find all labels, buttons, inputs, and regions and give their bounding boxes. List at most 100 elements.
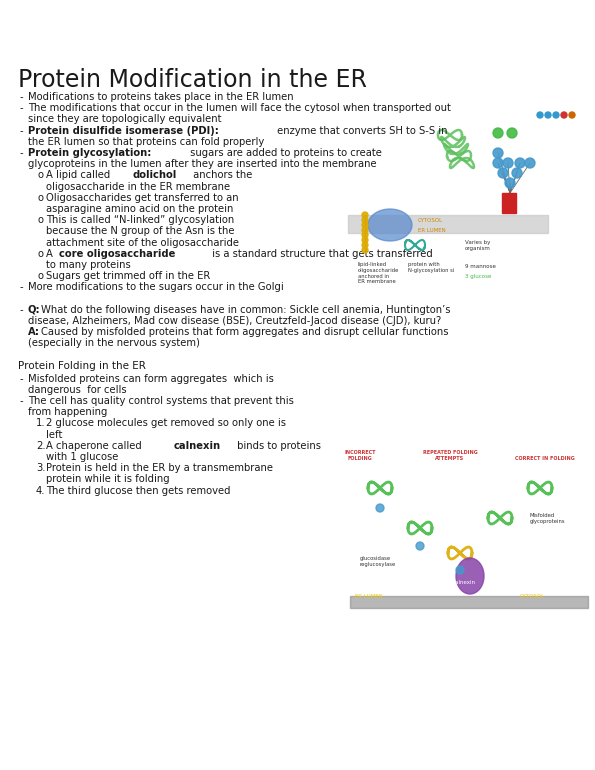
Text: to many proteins: to many proteins [46, 260, 131, 270]
Polygon shape [368, 209, 412, 241]
Text: from happening: from happening [28, 407, 107, 417]
Text: Protein Folding in the ER: Protein Folding in the ER [18, 361, 146, 371]
Circle shape [512, 168, 522, 178]
Text: left: left [46, 430, 62, 440]
Circle shape [362, 232, 368, 238]
Text: attachment site of the oligosaccharide: attachment site of the oligosaccharide [46, 238, 239, 248]
Text: with 1 glucose: with 1 glucose [46, 452, 118, 462]
Text: enzyme that converts SH to S-S in: enzyme that converts SH to S-S in [274, 126, 448, 136]
Text: A chaperone called: A chaperone called [46, 441, 145, 451]
Circle shape [515, 158, 525, 168]
Circle shape [553, 112, 559, 118]
Text: dangerous  for cells: dangerous for cells [28, 385, 127, 395]
Text: This is called “N-linked” glycosylation: This is called “N-linked” glycosylation [46, 215, 234, 225]
Circle shape [456, 566, 464, 574]
Text: Protein is held in the ER by a transmembrane: Protein is held in the ER by a transmemb… [46, 464, 273, 474]
Text: o: o [38, 170, 44, 180]
Text: the ER lumen so that proteins can fold properly: the ER lumen so that proteins can fold p… [28, 137, 264, 147]
Circle shape [493, 148, 503, 158]
Text: -: - [20, 103, 24, 113]
Text: Protein glycosylation:: Protein glycosylation: [28, 148, 151, 158]
Circle shape [503, 158, 513, 168]
Circle shape [493, 158, 503, 168]
Text: Modifications to proteins takes place in the ER lumen: Modifications to proteins takes place in… [28, 92, 293, 102]
Text: -: - [20, 396, 24, 406]
Circle shape [376, 504, 384, 512]
Text: Protein Modification in the ER: Protein Modification in the ER [18, 68, 367, 92]
Polygon shape [456, 558, 484, 594]
Circle shape [561, 112, 567, 118]
Text: The third glucose then gets removed: The third glucose then gets removed [46, 486, 230, 496]
Text: Protein disulfide isomerase (PDI):: Protein disulfide isomerase (PDI): [28, 126, 219, 136]
Text: A:: A: [28, 327, 40, 337]
Circle shape [362, 227, 368, 233]
Bar [502, 193, 516, 213]
Circle shape [498, 168, 508, 178]
Text: The modifications that occur in the lumen will face the cytosol when transported: The modifications that occur in the lume… [28, 103, 451, 113]
Text: oligosaccharide in the ER membrane: oligosaccharide in the ER membrane [46, 182, 230, 192]
Text: is a standard structure that gets transferred: is a standard structure that gets transf… [209, 249, 433, 259]
Circle shape [416, 542, 424, 550]
Text: -: - [20, 373, 24, 383]
Text: CORRECT IN FOLDING: CORRECT IN FOLDING [515, 456, 575, 461]
Circle shape [362, 237, 368, 243]
Text: because the N group of the Asn is the: because the N group of the Asn is the [46, 226, 234, 236]
Text: Caused by misfolded proteins that form aggregates and disrupt cellular functions: Caused by misfolded proteins that form a… [41, 327, 449, 337]
Text: Misfolded
glycoproteins: Misfolded glycoproteins [530, 513, 566, 524]
Text: calnexin: calnexin [174, 441, 221, 451]
Circle shape [569, 112, 575, 118]
Text: glycoproteins in the lumen after they are inserted into the membrane: glycoproteins in the lumen after they ar… [28, 159, 377, 169]
Circle shape [362, 217, 368, 223]
Text: dolichol: dolichol [133, 170, 177, 180]
Text: -: - [20, 283, 24, 293]
Circle shape [362, 247, 368, 253]
Text: 2 glucose molecules get removed so only one is: 2 glucose molecules get removed so only … [46, 418, 286, 428]
Text: Misfolded proteins can form aggregates  which is: Misfolded proteins can form aggregates w… [28, 373, 274, 383]
Text: 4.: 4. [36, 486, 45, 496]
Text: INCORRECT
FOLDING: INCORRECT FOLDING [345, 450, 376, 461]
Text: sugars are added to proteins to create: sugars are added to proteins to create [187, 148, 382, 158]
Text: CYTOSOL: CYTOSOL [418, 218, 443, 223]
Text: Sugars get trimmed off in the ER: Sugars get trimmed off in the ER [46, 271, 210, 281]
Circle shape [525, 158, 535, 168]
Text: since they are topologically equivalent: since they are topologically equivalent [28, 115, 221, 125]
Circle shape [362, 242, 368, 248]
Text: 3 glucose: 3 glucose [465, 274, 491, 279]
Text: 1.: 1. [36, 418, 46, 428]
Text: 9 mannose: 9 mannose [465, 264, 496, 269]
Circle shape [545, 112, 551, 118]
Text: 3.: 3. [36, 464, 45, 474]
Text: protein while it is folding: protein while it is folding [46, 474, 170, 484]
Text: anchors the: anchors the [190, 170, 252, 180]
Text: Q:: Q: [28, 305, 40, 315]
Text: lipid-linked
oligosaccharide
anchored in
ER membrane: lipid-linked oligosaccharide anchored in… [358, 262, 399, 284]
Text: core oligosaccharide: core oligosaccharide [59, 249, 176, 259]
Text: o: o [38, 192, 44, 203]
Circle shape [537, 112, 543, 118]
Circle shape [362, 222, 368, 228]
Bar [350, 596, 588, 608]
Bar [348, 215, 548, 233]
Text: o: o [38, 215, 44, 225]
Text: binds to proteins: binds to proteins [234, 441, 321, 451]
Text: -: - [20, 126, 24, 136]
Circle shape [505, 178, 515, 188]
Text: o: o [38, 249, 44, 259]
Text: More modifications to the sugars occur in the Golgi: More modifications to the sugars occur i… [28, 283, 284, 293]
Text: Oligosaccharides get transferred to an: Oligosaccharides get transferred to an [46, 192, 239, 203]
Text: ER LUMEN: ER LUMEN [418, 228, 446, 233]
Text: 2.: 2. [36, 441, 46, 451]
Text: The cell has quality control systems that prevent this: The cell has quality control systems tha… [28, 396, 294, 406]
Text: CYTOSOL: CYTOSOL [520, 594, 545, 599]
Text: -: - [20, 92, 24, 102]
Text: A lipid called: A lipid called [46, 170, 114, 180]
Text: A: A [46, 249, 56, 259]
Text: What do the following diseases have in common: Sickle cell anemia, Huntington’s: What do the following diseases have in c… [41, 305, 450, 315]
Text: o: o [38, 271, 44, 281]
Text: -: - [20, 148, 24, 158]
Text: calnexin: calnexin [453, 581, 475, 585]
Text: Varies by
organism: Varies by organism [465, 240, 491, 251]
Circle shape [362, 212, 368, 218]
Text: ER LUMEN: ER LUMEN [355, 594, 383, 599]
Circle shape [493, 128, 503, 138]
